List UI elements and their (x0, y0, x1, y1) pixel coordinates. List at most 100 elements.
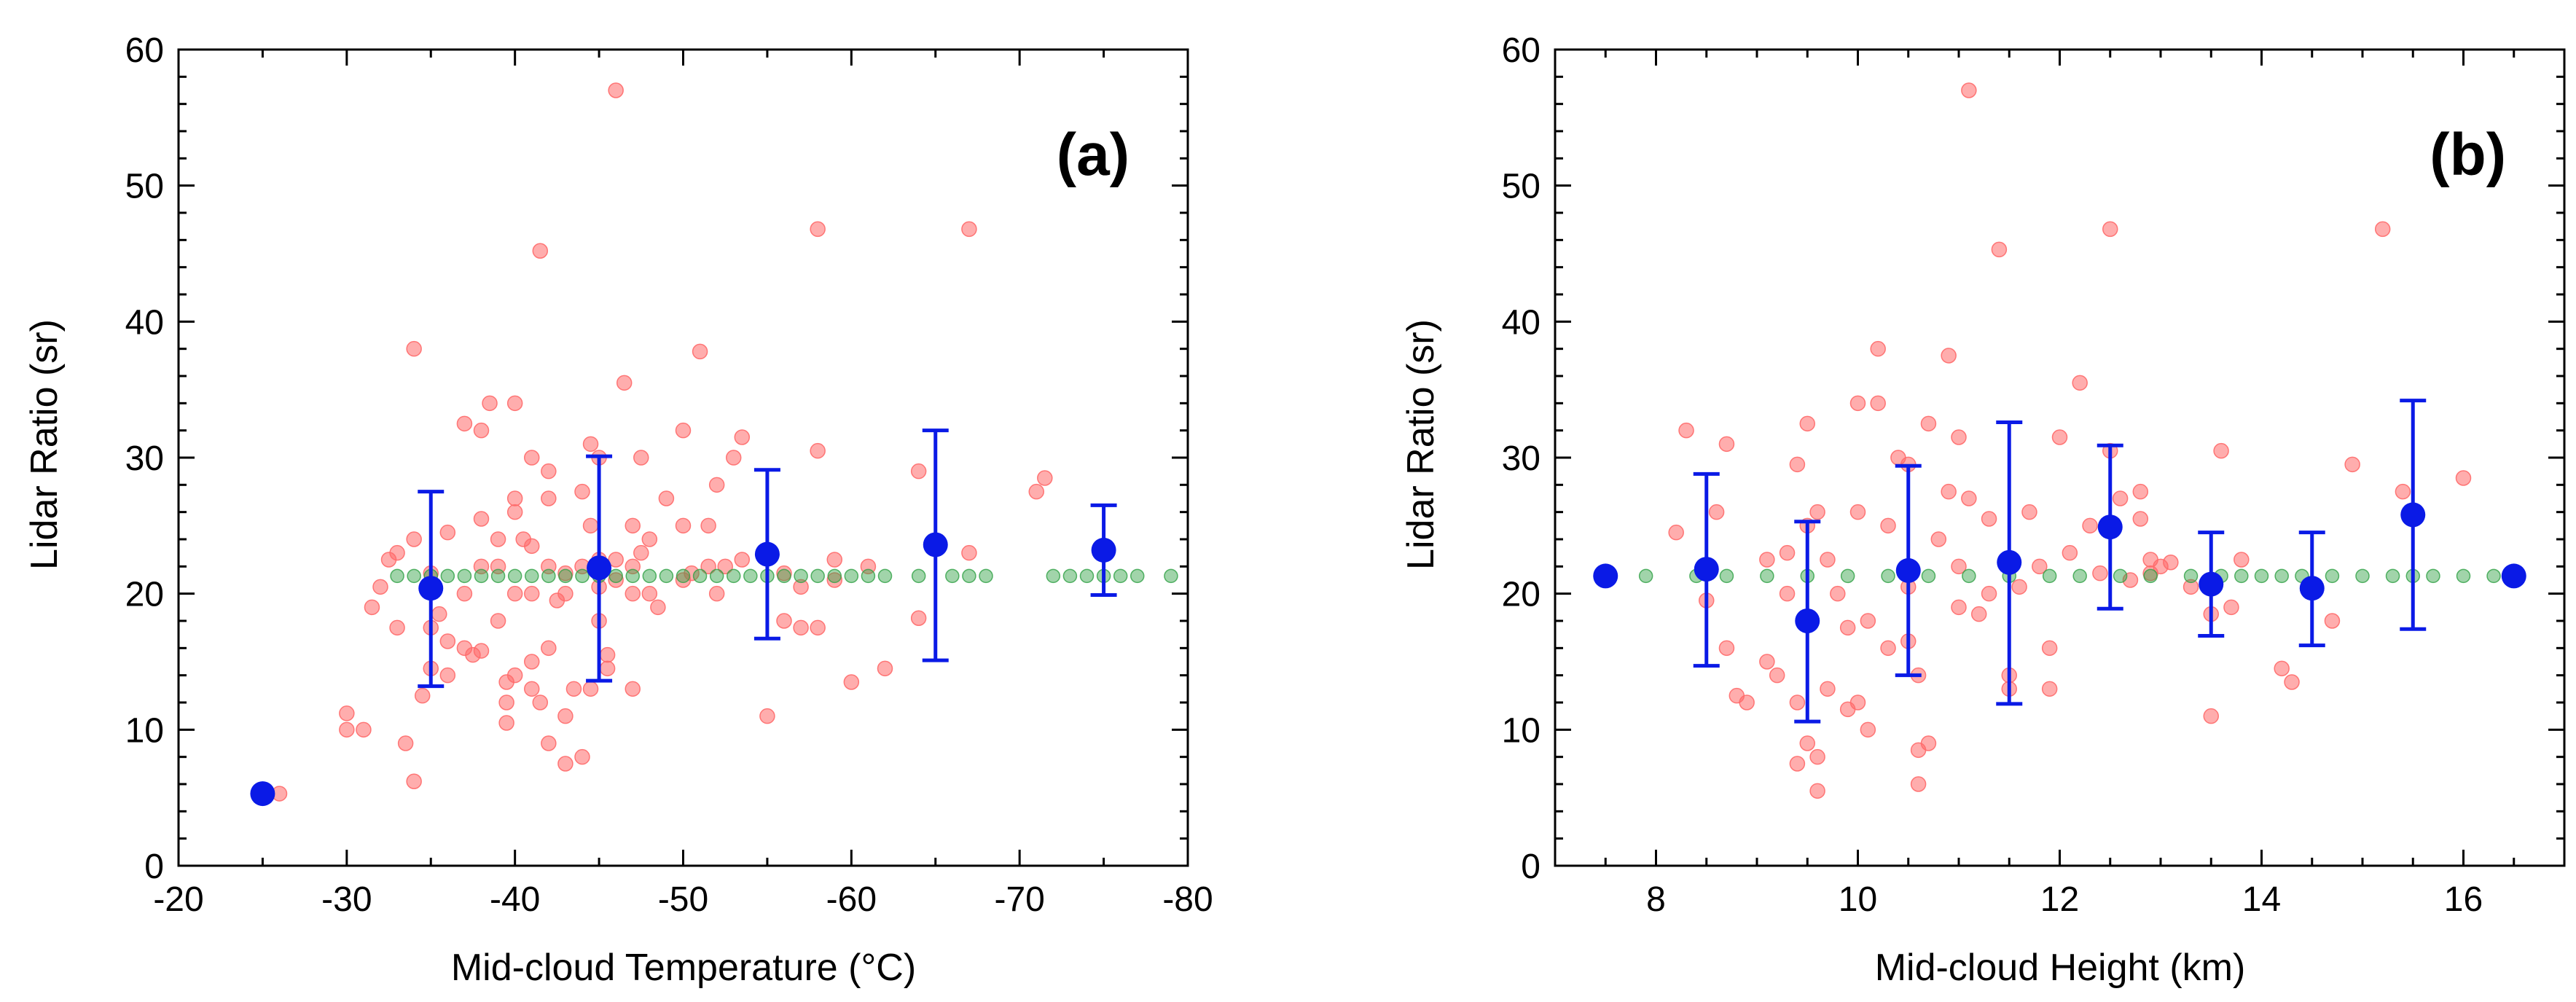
red-point (961, 221, 977, 238)
red-point (439, 524, 456, 541)
red-point (1718, 436, 1735, 453)
red-point (1678, 422, 1694, 439)
green-point (2274, 568, 2289, 584)
red-point (506, 667, 523, 684)
red-point (641, 531, 658, 547)
red-point (2213, 442, 2229, 459)
red-point (599, 660, 616, 677)
red-point (2132, 483, 2149, 500)
green-point (1113, 568, 1128, 584)
bin-mean-point (1694, 557, 1719, 582)
red-point (1849, 694, 1866, 711)
y-axis-title: Lidar Ratio (sr) (1400, 319, 1442, 570)
red-point (2032, 558, 2048, 575)
red-point (1769, 667, 1785, 684)
red-point (490, 531, 506, 547)
bin-mean-point (1091, 537, 1116, 563)
red-point (608, 552, 624, 568)
green-point (2234, 568, 2249, 584)
bin-mean-point (1997, 549, 2022, 575)
red-point (498, 694, 514, 711)
red-point (826, 552, 842, 568)
red-point (608, 572, 624, 588)
red-point (473, 643, 490, 659)
green-point (1130, 568, 1145, 584)
red-point (1860, 613, 1876, 629)
green-point (575, 568, 590, 584)
red-point (734, 552, 751, 568)
red-point (565, 681, 582, 697)
red-point (1870, 340, 1886, 357)
green-point (777, 568, 791, 584)
green-point (709, 568, 724, 584)
red-point (1849, 395, 1866, 412)
red-point (793, 619, 809, 636)
green-point (692, 568, 708, 584)
green-point (676, 568, 691, 584)
red-point (1880, 517, 1896, 534)
red-point (2455, 470, 2472, 486)
red-point (2062, 544, 2078, 561)
red-point (574, 748, 590, 765)
red-point (1799, 735, 1815, 751)
green-point (558, 568, 573, 584)
green-point (507, 568, 522, 584)
green-point (474, 568, 489, 584)
red-point (1708, 504, 1725, 520)
y-tick-label: 40 (125, 303, 164, 342)
red-point (910, 610, 927, 627)
panel-label: (a) (1057, 122, 1130, 188)
x-axis-title: Mid-cloud Height (km) (1875, 947, 2246, 989)
bin-mean-point (418, 576, 444, 601)
red-point (1920, 735, 1937, 751)
red-point (439, 667, 456, 684)
red-point (582, 436, 599, 453)
red-point (2041, 640, 2058, 657)
chart-b: 0 10 20 30 40 50 60 8 10 12 14 16 (b) Mid-cloud Hei… (1400, 31, 2566, 989)
red-point (1951, 599, 1967, 616)
red-point (1981, 511, 1997, 527)
green-point (979, 568, 993, 584)
x-tick-label: 8 (1646, 880, 1666, 919)
red-point (1789, 694, 1806, 711)
red-point (1668, 524, 1684, 541)
x-tick-label: -30 (321, 880, 372, 919)
red-point (793, 579, 809, 595)
red-point (339, 705, 355, 721)
red-point (1951, 429, 1967, 445)
red-point (776, 565, 792, 582)
red-point (1830, 585, 1846, 602)
red-point (717, 558, 733, 575)
red-point (473, 511, 490, 527)
red-point (364, 599, 380, 616)
red-point (2234, 552, 2250, 568)
red-point (532, 694, 549, 711)
red-point (2082, 517, 2098, 534)
red-point (1799, 415, 1815, 432)
bin-mean-point (2501, 563, 2526, 589)
green-point (1881, 568, 1895, 584)
x-tick-label: 16 (2444, 880, 2483, 919)
red-point (1739, 694, 1755, 711)
green-point (794, 568, 808, 584)
green-point (490, 568, 506, 584)
green-point (642, 568, 657, 584)
red-point (2021, 504, 2037, 520)
red-point (506, 585, 523, 602)
red-point (1961, 82, 1977, 98)
chart-panel-a: 0 10 20 30 40 50 60 -20 -30 -40 -50 -60 -70 -80 (a) M… (23, 31, 1213, 989)
red-point (1920, 415, 1937, 432)
x-tick-label: -50 (658, 880, 708, 919)
x-tick-label: -70 (994, 880, 1044, 919)
green-point (2183, 568, 2199, 584)
red-point (1820, 552, 1836, 568)
red-point (532, 243, 549, 259)
red-point (406, 773, 422, 790)
red-point (1860, 721, 1876, 738)
red-point (608, 82, 624, 98)
y-tick-label: 10 (1502, 711, 1540, 750)
y-tick-label: 0 (1521, 848, 1540, 886)
red-point (2112, 490, 2129, 506)
red-point (1718, 640, 1735, 657)
red-point (2182, 579, 2199, 595)
